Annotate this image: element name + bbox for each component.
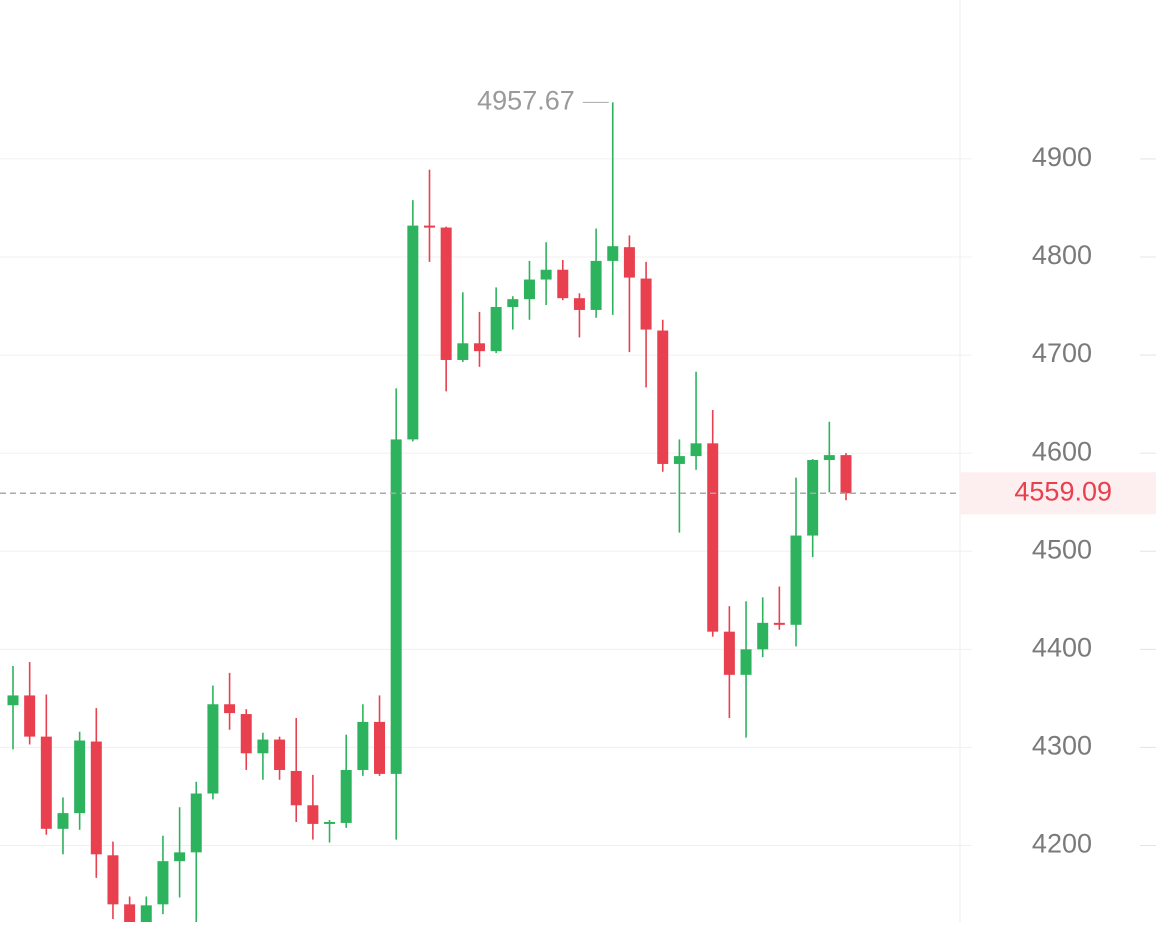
candle-body: [207, 704, 219, 794]
candle-body: [657, 330, 669, 464]
candles: [7, 102, 852, 922]
candle-body: [723, 631, 735, 675]
y-tick-label: 4900: [1032, 142, 1092, 172]
candle-body: [257, 739, 269, 754]
candle-body: [707, 443, 719, 632]
candle-body: [90, 741, 102, 855]
candle-body: [390, 439, 402, 774]
y-tick-label: 4300: [1032, 731, 1092, 761]
candle-body: [24, 695, 36, 737]
candle-body: [374, 721, 386, 774]
candle-body: [407, 225, 419, 440]
candle-body: [823, 455, 835, 461]
candle-body: [307, 805, 319, 824]
candle-body: [523, 279, 535, 300]
max-label: 4957.67: [477, 85, 575, 115]
candle-body: [224, 704, 236, 714]
candle-body: [757, 622, 769, 650]
candle-body: [274, 739, 286, 770]
candle-body: [673, 456, 685, 464]
candle-body: [40, 736, 52, 829]
candle-body: [773, 622, 785, 625]
candle-body: [324, 821, 336, 824]
candle-body: [107, 855, 119, 905]
y-tick-label: 4500: [1032, 534, 1092, 564]
candle-body: [807, 460, 819, 536]
last-price-tag: [960, 472, 1156, 515]
candle-body: [340, 769, 352, 823]
candle-body: [573, 298, 585, 310]
candle-body: [440, 227, 452, 360]
candle-body: [490, 307, 502, 352]
candle-body: [557, 269, 569, 299]
y-tick-label: 4200: [1032, 829, 1092, 859]
candle-body: [7, 695, 19, 706]
candle-body: [190, 793, 202, 853]
candle-body: [640, 278, 652, 330]
candle-body: [240, 714, 252, 754]
candle-body: [590, 260, 602, 310]
candle-body: [690, 443, 702, 457]
last-price-label: 4559.09: [1014, 476, 1112, 506]
y-tick-label: 4400: [1032, 632, 1092, 662]
candle-body: [790, 535, 802, 625]
candle-body: [424, 225, 435, 228]
candle-body: [740, 649, 752, 675]
candle-body: [507, 299, 519, 308]
y-tick-label: 4800: [1032, 240, 1092, 270]
candle-body: [157, 861, 169, 905]
candle-body: [174, 852, 186, 862]
candle-body: [357, 721, 369, 770]
candle-body: [140, 905, 152, 922]
y-tick-label: 4600: [1032, 436, 1092, 466]
candle-body: [623, 247, 635, 278]
candle-body: [124, 904, 136, 922]
candle-body: [74, 740, 86, 814]
candle-body: [540, 269, 552, 280]
candle-body: [473, 343, 485, 352]
candle-body: [457, 343, 469, 360]
candle-body: [840, 455, 852, 494]
candle-body: [607, 246, 619, 261]
y-tick-label: 4700: [1032, 338, 1092, 368]
candle-body: [290, 770, 302, 806]
candle-body: [57, 813, 69, 829]
